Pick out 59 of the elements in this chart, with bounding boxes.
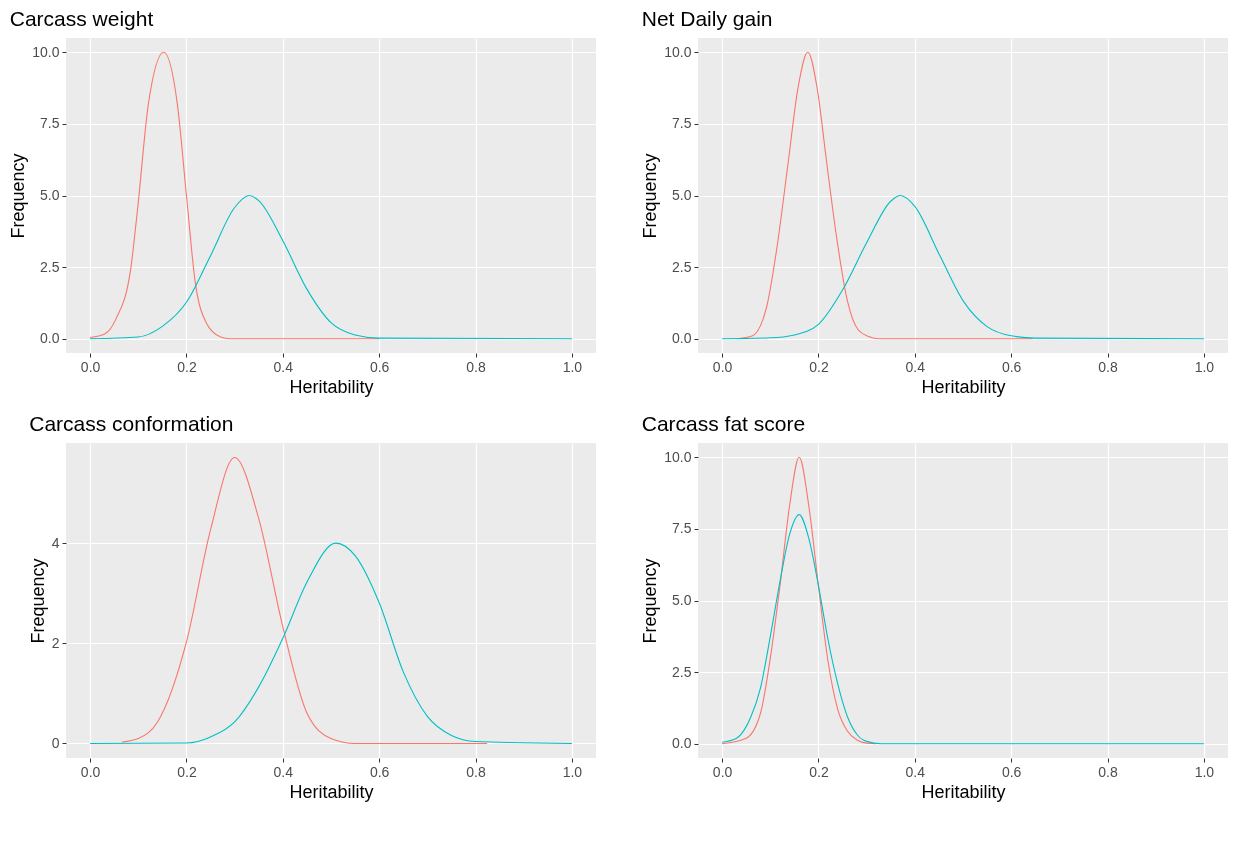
y-tick-label: 0.0 (672, 330, 692, 347)
x-tick-label: 0.8 (466, 763, 486, 780)
y-tick-label: 0.0 (40, 330, 60, 347)
x-tick-label: 0.6 (369, 763, 390, 780)
y-tick-label: 0 (51, 734, 60, 751)
chart-title: Carcass weight (9, 7, 154, 30)
x-axis-title: Heritability (289, 376, 374, 397)
line-series (121, 456, 488, 745)
y-tick-label: 10.0 (32, 43, 60, 60)
line-series (721, 514, 1205, 745)
x-tick-label: 1.0 (562, 358, 583, 375)
x-axis-title: Heritability (921, 781, 1006, 802)
y-tick-label: 0.0 (672, 735, 692, 752)
line-series (89, 542, 573, 745)
x-tick-label: 0.4 (905, 358, 926, 375)
y-tick-label: 2 (51, 634, 60, 651)
y-tick-label: 7.5 (672, 520, 692, 537)
x-tick-label: 0.0 (712, 763, 733, 780)
x-tick-label: 0.2 (177, 763, 197, 780)
x-tick-label: 0.6 (1001, 763, 1022, 780)
y-axis-title: Frequency (640, 153, 661, 239)
line-series (89, 194, 573, 340)
y-axis-title: Frequency (8, 153, 29, 239)
x-tick-label: 0.8 (1098, 763, 1118, 780)
y-tick-label: 2.5 (40, 258, 60, 275)
y-axis-title: Frequency (27, 558, 48, 644)
y-tick-label: 7.5 (40, 115, 60, 132)
x-axis-title: Heritability (921, 376, 1006, 397)
y-tick-label: 7.5 (672, 115, 692, 132)
y-tick-label: 10.0 (664, 43, 692, 60)
y-axis-title: Frequency (640, 558, 661, 644)
x-axis-title: Heritability (289, 781, 374, 802)
x-tick-label: 0.0 (712, 358, 733, 375)
y-tick-label: 2.5 (672, 258, 692, 275)
chart-title: Carcass fat score (641, 412, 806, 435)
x-tick-label: 0.2 (177, 358, 197, 375)
x-tick-label: 0.0 (80, 358, 101, 375)
y-tick-label: 10.0 (664, 448, 692, 465)
x-tick-label: 0.0 (80, 763, 101, 780)
x-tick-label: 0.4 (273, 763, 294, 780)
x-tick-label: 0.2 (809, 358, 829, 375)
y-tick-label: 5.0 (672, 187, 692, 203)
chart-title: Carcass conformation (29, 412, 234, 435)
y-tick-label: 5.0 (672, 592, 692, 608)
y-tick-label: 5.0 (40, 187, 60, 203)
x-tick-label: 1.0 (1194, 763, 1215, 780)
x-tick-label: 0.8 (1098, 358, 1118, 375)
chart-title: Net Daily gain (641, 7, 773, 30)
y-tick-label: 2.5 (672, 663, 692, 680)
x-tick-label: 1.0 (1194, 358, 1215, 375)
y-tick-label: 4 (51, 534, 60, 551)
x-tick-label: 0.6 (1001, 358, 1022, 375)
x-tick-label: 0.2 (809, 763, 829, 780)
x-tick-label: 0.8 (466, 358, 486, 375)
x-tick-label: 0.6 (369, 358, 390, 375)
line-series (721, 194, 1205, 340)
x-tick-label: 1.0 (562, 763, 583, 780)
x-tick-label: 0.4 (905, 763, 926, 780)
x-tick-label: 0.4 (273, 358, 294, 375)
